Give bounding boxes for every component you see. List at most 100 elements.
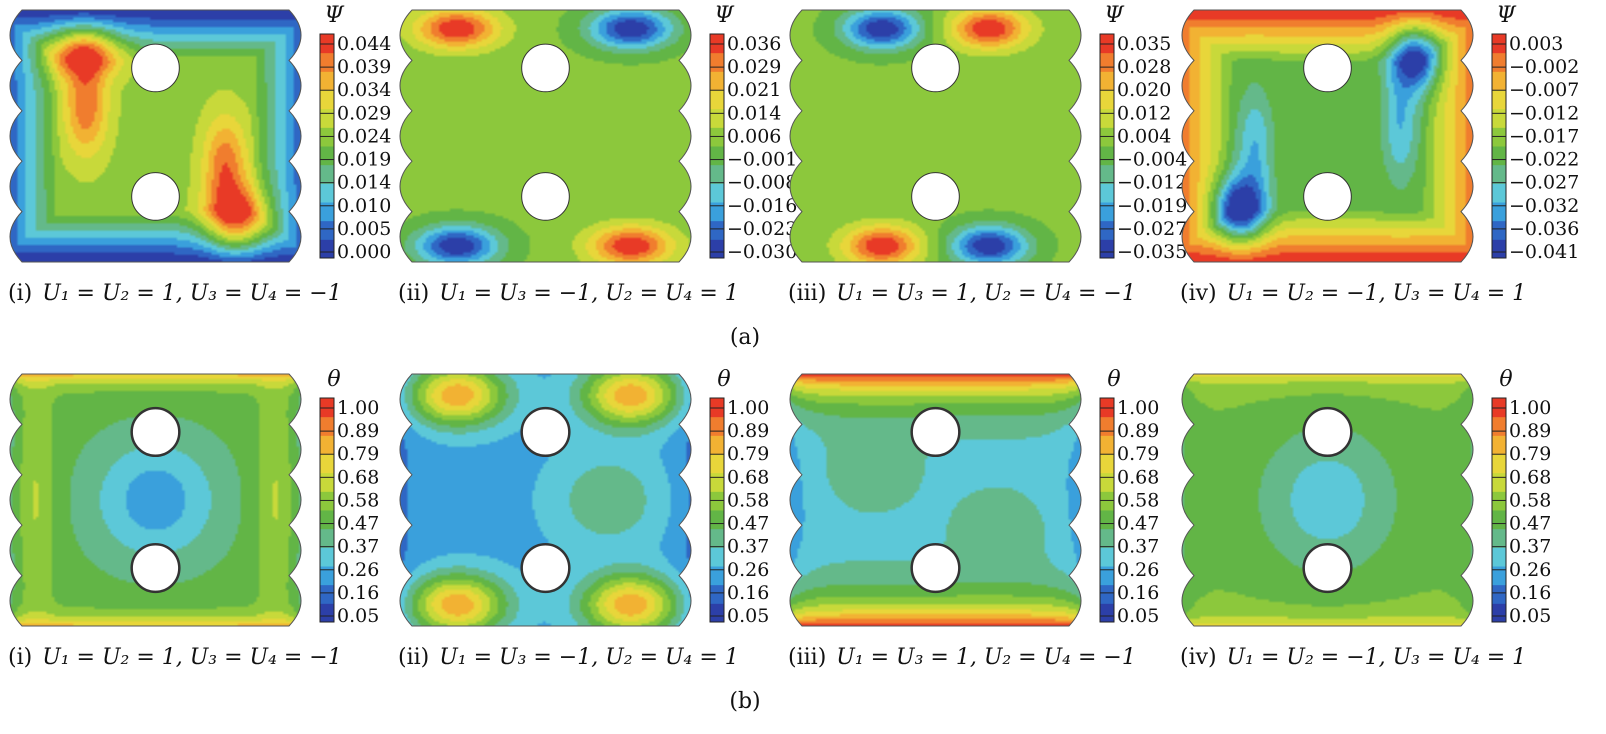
colorbar-tick-label: 0.034 [337,79,391,101]
cylinder-hole-1 [1302,406,1353,458]
panel-b-i: θ 1.000.890.790.680.580.470.370.260.160.0… [8,367,379,670]
colorbar-swatch [1100,183,1114,203]
colorbar-swatch [710,239,724,259]
colorbar-tick-label: 0.035 [1117,33,1171,55]
colorbar-swatch [1492,239,1506,259]
colorbar-title: θ [1107,367,1120,392]
cylinder-hole-2 [521,172,570,221]
colorbar-swatch [1492,220,1506,240]
panel-caption-prefix: (iv) [1180,645,1217,670]
colorbar-tick-label: −0.012 [1117,172,1187,194]
colorbar-tick-label: 0.79 [1117,443,1159,465]
panel-caption-prefix: (ii) [398,281,429,306]
colorbar-tick-label: 0.26 [727,559,769,581]
colorbar-tick-label: −0.041 [1509,241,1579,263]
row-label-b: (b) [729,689,760,714]
colorbar-tick-label: 1.00 [727,397,769,419]
panel-caption-equation: U₁ = U₂ = 1, U₃ = U₄ = −1 [42,645,342,670]
cylinder-hole-1 [130,406,181,458]
colorbar-tick-label: 0.16 [337,582,379,604]
colorbar-swatch [320,71,334,91]
colorbar-tick-label: 0.58 [727,489,769,511]
panel-caption: (iii) U₁ = U₃ = 1, U₂ = U₄ = −1 [788,281,1136,306]
colorbar-swatch [710,454,724,474]
cylinder-hole-2 [520,542,571,594]
domain-outline [1181,373,1474,627]
colorbar-swatch [1492,510,1506,530]
colorbar-swatch [320,239,334,259]
colorbar-tick-label: 0.79 [337,443,379,465]
domain-outline [9,9,302,263]
colorbar-tick-label: 0.47 [1117,513,1159,535]
panel-caption-prefix: (iv) [1180,281,1217,306]
colorbar-swatch [320,584,334,604]
colorbar-title: Ψ [1104,3,1124,28]
colorbar-tick-label: 0.036 [727,33,781,55]
panel-caption-prefix: (iii) [788,281,826,306]
cylinder-hole-2 [130,542,181,594]
colorbar-tick-label: 0.79 [727,443,769,465]
colorbar-swatch [320,108,334,128]
panel-b-iv: θ 1.000.890.790.680.580.470.370.260.160.0… [1180,367,1551,670]
domain-outline [399,9,692,263]
colorbar-tick-label: 0.019 [337,149,391,171]
colorbar-swatch [710,71,724,91]
colorbar-frame [1491,397,1507,623]
colorbar-swatch [1492,164,1506,184]
colorbar-tick-label: 0.021 [727,79,781,101]
panel-caption: (iii) U₁ = U₃ = 1, U₂ = U₄ = −1 [788,645,1136,670]
colorbar-swatch [1492,566,1506,586]
colorbar-tick-label: 0.012 [1117,102,1171,124]
panel-caption-equation: U₁ = U₃ = 1, U₂ = U₄ = −1 [836,281,1136,306]
colorbar-tick-label: 0.47 [337,513,379,535]
colorbar-swatch [1492,584,1506,604]
colorbar-swatch [710,510,724,530]
colorbar-tick-label: −0.019 [1117,195,1187,217]
colorbar-swatch [1100,202,1114,222]
colorbar-swatch [710,146,724,166]
colorbar-frame [1491,33,1507,259]
colorbar-swatch [1492,90,1506,110]
colorbar-tick-label: 0.16 [1117,582,1159,604]
colorbar-tick-label: 0.68 [1117,466,1159,488]
colorbar-swatch [710,528,724,548]
colorbar-swatch [1100,435,1114,455]
colorbar-tick-label: 0.029 [727,56,781,78]
colorbar-swatch [1492,71,1506,91]
colorbar-frame [709,33,725,259]
colorbar-title: Ψ [1496,3,1516,28]
colorbar-swatch [320,202,334,222]
colorbar-swatch [1100,164,1114,184]
panel-caption: (iv) U₁ = U₂ = −1, U₃ = U₄ = 1 [1180,281,1526,306]
panel-caption-prefix: (i) [8,645,32,670]
colorbar-swatch [710,472,724,492]
panel-caption-equation: U₁ = U₃ = −1, U₂ = U₄ = 1 [439,645,739,670]
colorbar-tick-label: 0.16 [727,582,769,604]
colorbar-swatch [320,52,334,72]
colorbar-tick-label: −0.022 [1509,149,1579,171]
colorbar-swatch [1100,472,1114,492]
colorbar-swatch [1492,603,1506,623]
cylinder-hole-2 [131,172,180,221]
colorbar-tick-label: 0.020 [1117,79,1171,101]
cylinder-hole-2 [910,542,961,594]
colorbar-frame [319,33,335,259]
colorbar-swatch [1492,472,1506,492]
colorbar-title: θ [1499,367,1512,392]
row-label-a: (a) [730,325,760,350]
colorbar-swatch [1492,183,1506,203]
colorbar-frame [319,397,335,623]
colorbar-tick-label: 0.16 [1509,582,1551,604]
colorbar-swatch [1100,454,1114,474]
colorbar-title: θ [717,367,730,392]
colorbar-swatch [1100,90,1114,110]
cylinder-hole-2 [911,172,960,221]
colorbar-swatch [710,164,724,184]
colorbar-swatch [320,416,334,436]
colorbar-tick-label: −0.027 [1509,172,1579,194]
colorbar-title: Ψ [324,3,344,28]
colorbar-swatch [320,566,334,586]
colorbar-tick-label: −0.007 [1509,79,1579,101]
colorbar-swatch [320,90,334,110]
